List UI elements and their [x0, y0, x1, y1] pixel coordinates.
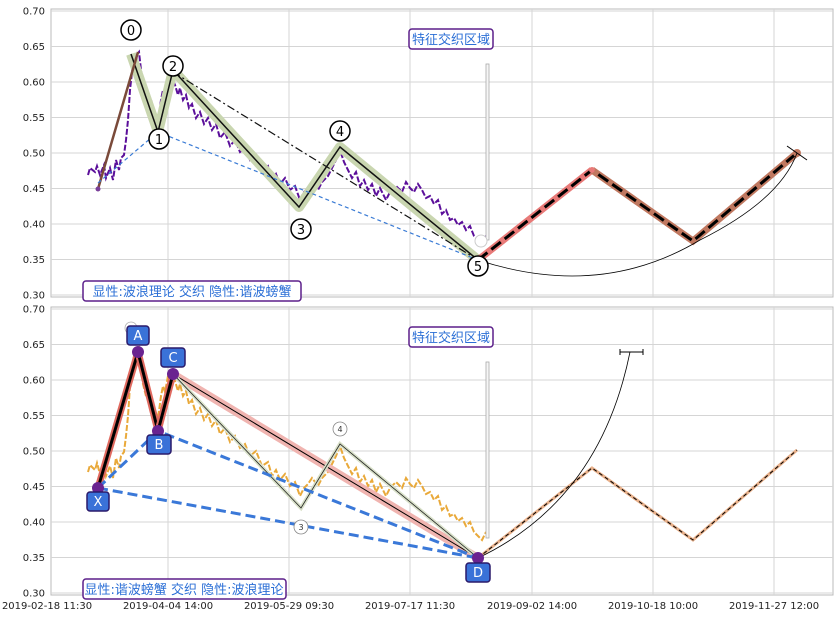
wave-point-1: 1 [148, 128, 170, 150]
grid [51, 9, 833, 595]
wave-point-3: 3 [290, 218, 312, 240]
y-tick-label: 0.55 [23, 411, 45, 422]
label-b: B [146, 434, 172, 455]
top-projection-peak [589, 167, 595, 173]
wave-point-5: 5 [467, 255, 489, 277]
svg-text:1: 1 [155, 133, 163, 148]
top-arc-cap [786, 145, 808, 161]
y-tick-label: 0.40 [23, 220, 45, 231]
label-c: C [160, 347, 186, 368]
svg-text:4: 4 [336, 125, 344, 140]
x-tick-label: 2019-10-18 10:00 [608, 601, 698, 612]
svg-text:2: 2 [169, 60, 177, 75]
top-initial-leg [96, 51, 140, 190]
top-feature-zone-box [408, 28, 494, 50]
bottom-arc [477, 351, 631, 559]
small-label-3: 3 [293, 519, 309, 535]
y-tick-label: 0.50 [23, 447, 45, 458]
y-tick-label: 0.35 [23, 255, 45, 266]
bottom-legend-text: 显性:谐波螃蟹 交织 隐性:波浪理论 [84, 582, 283, 598]
x-tick-label: 2019-07-17 11:30 [365, 601, 455, 612]
top-panel: 0 1 2 3 4 5 特征交织区域 显性:波浪理论 交织 隐性:谐波螃蟹 [82, 19, 808, 302]
svg-text:B: B [155, 438, 164, 453]
y-tick-label: 0.55 [23, 113, 45, 124]
x-tick-label: 2019-05-29 09:30 [244, 601, 334, 612]
x-axis-ticks: 2019-02-18 11:30 2019-04-04 14:00 2019-05-… [2, 601, 819, 612]
svg-text:3: 3 [298, 523, 303, 532]
bottom-feature-zone-label: 特征交织区域 [412, 330, 490, 346]
y-tick-label: 0.45 [23, 482, 45, 493]
y-axis-ticks: 0.70 0.65 0.60 0.55 0.50 0.45 0.40 0.35 0.30 0.70… [23, 7, 45, 600]
y-tick-label: 0.65 [23, 340, 45, 351]
svg-text:5: 5 [474, 260, 482, 275]
label-d: D [465, 562, 491, 583]
bottom-projection-dashed [477, 449, 798, 559]
svg-text:4: 4 [337, 425, 342, 434]
x-tick-label: 2019-04-04 14:00 [123, 601, 213, 612]
y-tick-label: 0.50 [23, 149, 45, 160]
top-legend-box [82, 280, 302, 302]
top-upper-channel [172, 71, 479, 261]
point-x-marker [92, 482, 104, 494]
x-tick-label: 2019-11-27 12:00 [729, 601, 819, 612]
bottom-blue-dashed-xd [97, 486, 479, 560]
y-tick-label: 0.35 [23, 553, 45, 564]
top-legend-text: 显性:波浪理论 交织 隐性:谐波螃蟹 [92, 284, 291, 300]
svg-text:0: 0 [127, 24, 135, 39]
y-tick-label: 0.60 [23, 376, 45, 387]
top-feature-zone-label: 特征交织区域 [412, 32, 490, 48]
wave-point-2: 2 [162, 55, 184, 77]
label-x: X [86, 491, 110, 512]
top-bar-marker [474, 234, 488, 248]
bottom-legend-box [82, 578, 287, 600]
bottom-panel: 3 4 X A B C D 特征交织区域 显 [82, 321, 798, 600]
top-vertical-bar [485, 63, 490, 241]
label-a: A [126, 325, 150, 346]
wave-point-4: 4 [329, 120, 351, 142]
point-b-marker [152, 425, 164, 437]
svg-text:D: D [473, 566, 483, 581]
bottom-leg-bc-black [156, 373, 175, 432]
svg-text:3: 3 [297, 223, 305, 238]
y-tick-label: 0.65 [23, 42, 45, 53]
x-tick-label: 2019-02-18 11:30 [2, 601, 92, 612]
svg-text:A: A [134, 329, 143, 344]
y-tick-label: 0.45 [23, 184, 45, 195]
point-a-marker [132, 346, 144, 358]
y-tick-label: 0.30 [23, 291, 45, 302]
top-projection-dashed [477, 151, 798, 262]
bottom-feature-zone-box [408, 326, 494, 348]
x-tick-label: 2019-09-02 14:00 [487, 601, 577, 612]
top-wave-line [130, 53, 479, 261]
y-tick-label: 0.30 [23, 589, 45, 600]
y-tick-label: 0.70 [23, 7, 45, 18]
top-arc [477, 152, 798, 277]
top-initial-point [95, 186, 101, 192]
point-d-marker [472, 552, 484, 564]
svg-text:X: X [94, 495, 103, 510]
y-tick-label: 0.40 [23, 518, 45, 529]
bottom-wave-line [172, 373, 479, 559]
small-label-4: 4 [332, 421, 348, 437]
point-c-marker [167, 368, 179, 380]
y-tick-label: 0.70 [23, 305, 45, 316]
svg-text:C: C [168, 351, 177, 366]
wave-point-0: 0 [120, 19, 142, 41]
bottom-projection-band [477, 448, 798, 560]
top-projection-brown [589, 150, 800, 246]
y-tick-label: 0.60 [23, 78, 45, 89]
bottom-leg-ab-black [136, 351, 160, 432]
bottom-vertical-bar [485, 361, 490, 539]
bottom-leg-xa-black [96, 351, 140, 489]
